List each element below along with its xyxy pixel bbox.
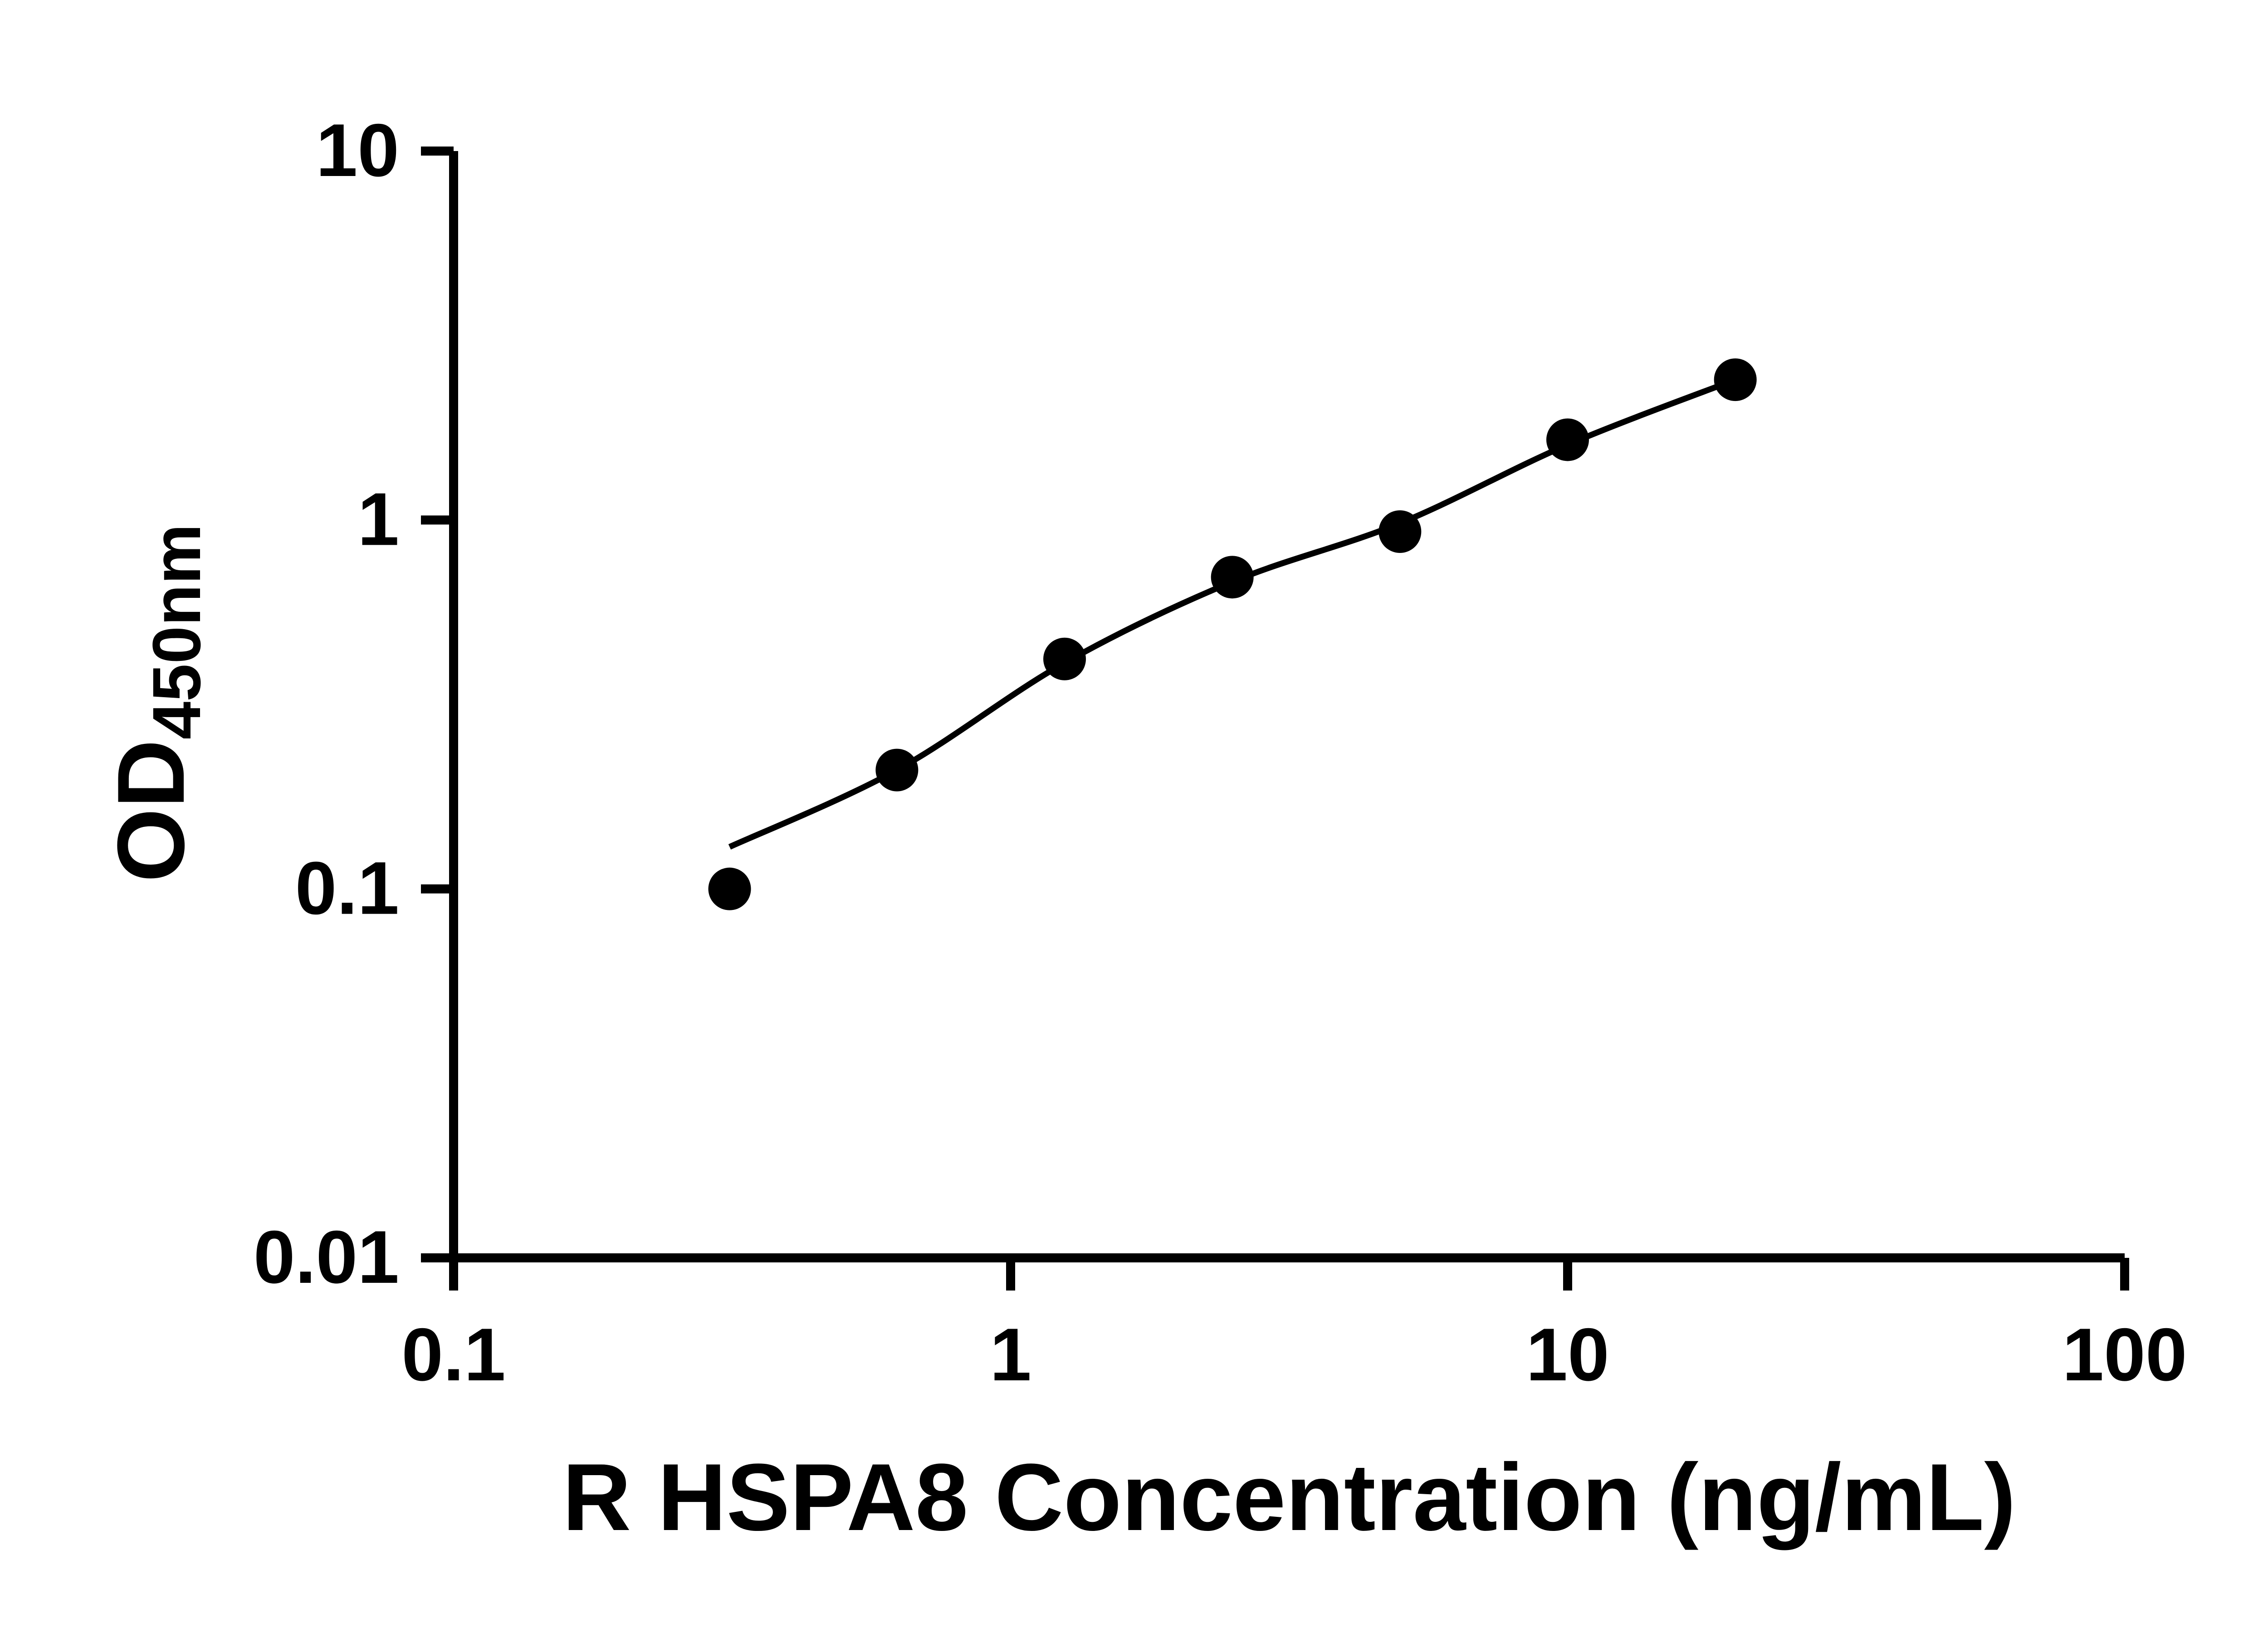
data-point xyxy=(1714,358,1757,401)
data-point xyxy=(1546,418,1589,461)
data-point xyxy=(708,867,751,910)
data-point xyxy=(1211,556,1254,599)
x-axis-title: R HSPA8 Concentration (ng/mL) xyxy=(562,1444,2016,1550)
data-point xyxy=(875,748,919,792)
y-axis-tick-label: 1 xyxy=(357,477,399,561)
x-axis-tick-label: 1 xyxy=(990,1313,1031,1396)
data-point xyxy=(1043,637,1086,680)
x-axis-tick-label: 100 xyxy=(2062,1313,2187,1396)
y-axis-title-subscript: 450nm xyxy=(138,523,215,740)
y-axis-tick-label: 10 xyxy=(316,108,399,192)
y-axis-title-main: OD xyxy=(98,739,204,883)
y-axis-tick-label: 0.1 xyxy=(295,846,399,930)
x-axis-tick-label: 0.1 xyxy=(401,1313,505,1396)
data-point xyxy=(1378,510,1422,553)
y-axis-tick-label: 0.01 xyxy=(254,1215,399,1299)
x-axis-tick-label: 10 xyxy=(1526,1313,1609,1396)
y-axis-title: OD450nm xyxy=(92,295,215,1111)
